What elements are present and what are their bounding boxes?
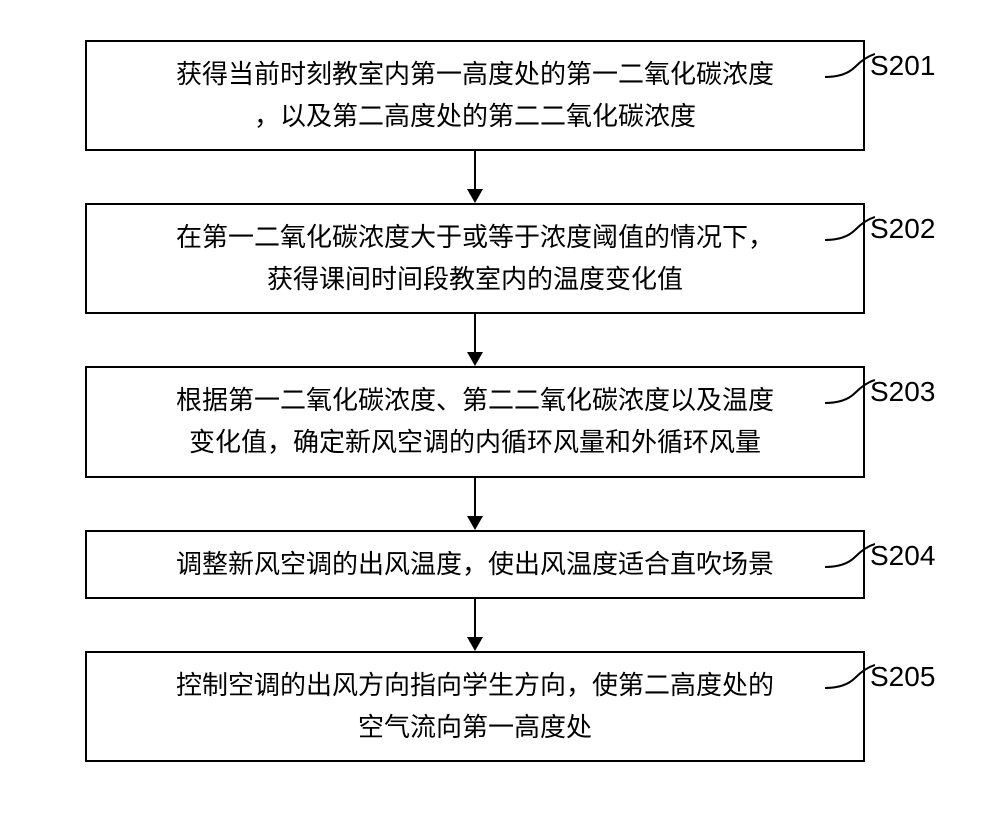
step-s201-wrapper: 获得当前时刻教室内第一高度处的第一二氧化碳浓度 ，以及第二高度处的第二二氧化碳浓… <box>50 40 900 151</box>
step-label-text: S205 <box>870 661 935 693</box>
connector-curve-icon <box>825 52 875 82</box>
step-s205-text: 控制空调的出风方向指向学生方向，使第二高度处的 空气流向第一高度处 <box>176 665 774 748</box>
step-s202-box: 在第一二氧化碳浓度大于或等于浓度阈值的情况下， 获得课间时间段教室内的温度变化值 <box>85 203 865 314</box>
step-s201-line2: ，以及第二高度处的第二二氧化碳浓度 <box>254 102 696 131</box>
arrow-line-icon <box>474 599 476 637</box>
arrow-2 <box>467 314 483 366</box>
step-s201-label: S201 <box>870 50 935 82</box>
step-s203-text: 根据第一二氧化碳浓度、第二二氧化碳浓度以及温度 变化值，确定新风空调的内循环风量… <box>176 380 774 463</box>
step-s205-box: 控制空调的出风方向指向学生方向，使第二高度处的 空气流向第一高度处 <box>85 651 865 762</box>
arrow-head-icon <box>467 352 483 366</box>
step-s201-line1: 获得当前时刻教室内第一高度处的第一二氧化碳浓度 <box>176 60 774 89</box>
step-label-text: S202 <box>870 213 935 245</box>
arrow-1 <box>467 151 483 203</box>
step-s203-box: 根据第一二氧化碳浓度、第二二氧化碳浓度以及温度 变化值，确定新风空调的内循环风量… <box>85 366 865 477</box>
step-s205-wrapper: 控制空调的出风方向指向学生方向，使第二高度处的 空气流向第一高度处 S205 <box>50 651 900 762</box>
step-label-text: S204 <box>870 540 935 572</box>
arrow-line-icon <box>474 314 476 352</box>
connector-curve-icon <box>825 663 875 693</box>
flowchart-container: 获得当前时刻教室内第一高度处的第一二氧化碳浓度 ，以及第二高度处的第二二氧化碳浓… <box>50 40 900 762</box>
connector-curve-icon <box>825 215 875 245</box>
arrow-head-icon <box>467 189 483 203</box>
step-s202-wrapper: 在第一二氧化碳浓度大于或等于浓度阈值的情况下， 获得课间时间段教室内的温度变化值… <box>50 203 900 314</box>
step-s202-text: 在第一二氧化碳浓度大于或等于浓度阈值的情况下， 获得课间时间段教室内的温度变化值 <box>176 217 774 300</box>
connector-curve-icon <box>825 542 875 572</box>
step-s204-label: S204 <box>870 540 935 572</box>
arrow-head-icon <box>467 516 483 530</box>
step-s204-line1: 调整新风空调的出风温度，使出风温度适合直吹场景 <box>176 550 774 579</box>
step-s202-label: S202 <box>870 213 935 245</box>
step-s203-label: S203 <box>870 376 935 408</box>
step-s203-wrapper: 根据第一二氧化碳浓度、第二二氧化碳浓度以及温度 变化值，确定新风空调的内循环风量… <box>50 366 900 477</box>
arrow-3 <box>467 478 483 530</box>
step-s201-text: 获得当前时刻教室内第一高度处的第一二氧化碳浓度 ，以及第二高度处的第二二氧化碳浓… <box>176 54 774 137</box>
connector-curve-icon <box>825 378 875 408</box>
step-label-text: S201 <box>870 50 935 82</box>
step-label-text: S203 <box>870 376 935 408</box>
step-s204-box: 调整新风空调的出风温度，使出风温度适合直吹场景 <box>85 530 865 600</box>
arrow-line-icon <box>474 478 476 516</box>
step-s205-line1: 控制空调的出风方向指向学生方向，使第二高度处的 <box>176 671 774 700</box>
step-s203-line2: 变化值，确定新风空调的内循环风量和外循环风量 <box>189 428 761 457</box>
step-s203-line1: 根据第一二氧化碳浓度、第二二氧化碳浓度以及温度 <box>176 386 774 415</box>
step-s204-text: 调整新风空调的出风温度，使出风温度适合直吹场景 <box>176 544 774 586</box>
step-s202-line2: 获得课间时间段教室内的温度变化值 <box>267 265 683 294</box>
step-s205-label: S205 <box>870 661 935 693</box>
step-s201-box: 获得当前时刻教室内第一高度处的第一二氧化碳浓度 ，以及第二高度处的第二二氧化碳浓… <box>85 40 865 151</box>
step-s205-line2: 空气流向第一高度处 <box>358 713 592 742</box>
arrow-head-icon <box>467 637 483 651</box>
step-s202-line1: 在第一二氧化碳浓度大于或等于浓度阈值的情况下， <box>176 223 774 252</box>
step-s204-wrapper: 调整新风空调的出风温度，使出风温度适合直吹场景 S204 <box>50 530 900 600</box>
arrow-4 <box>467 599 483 651</box>
arrow-line-icon <box>474 151 476 189</box>
